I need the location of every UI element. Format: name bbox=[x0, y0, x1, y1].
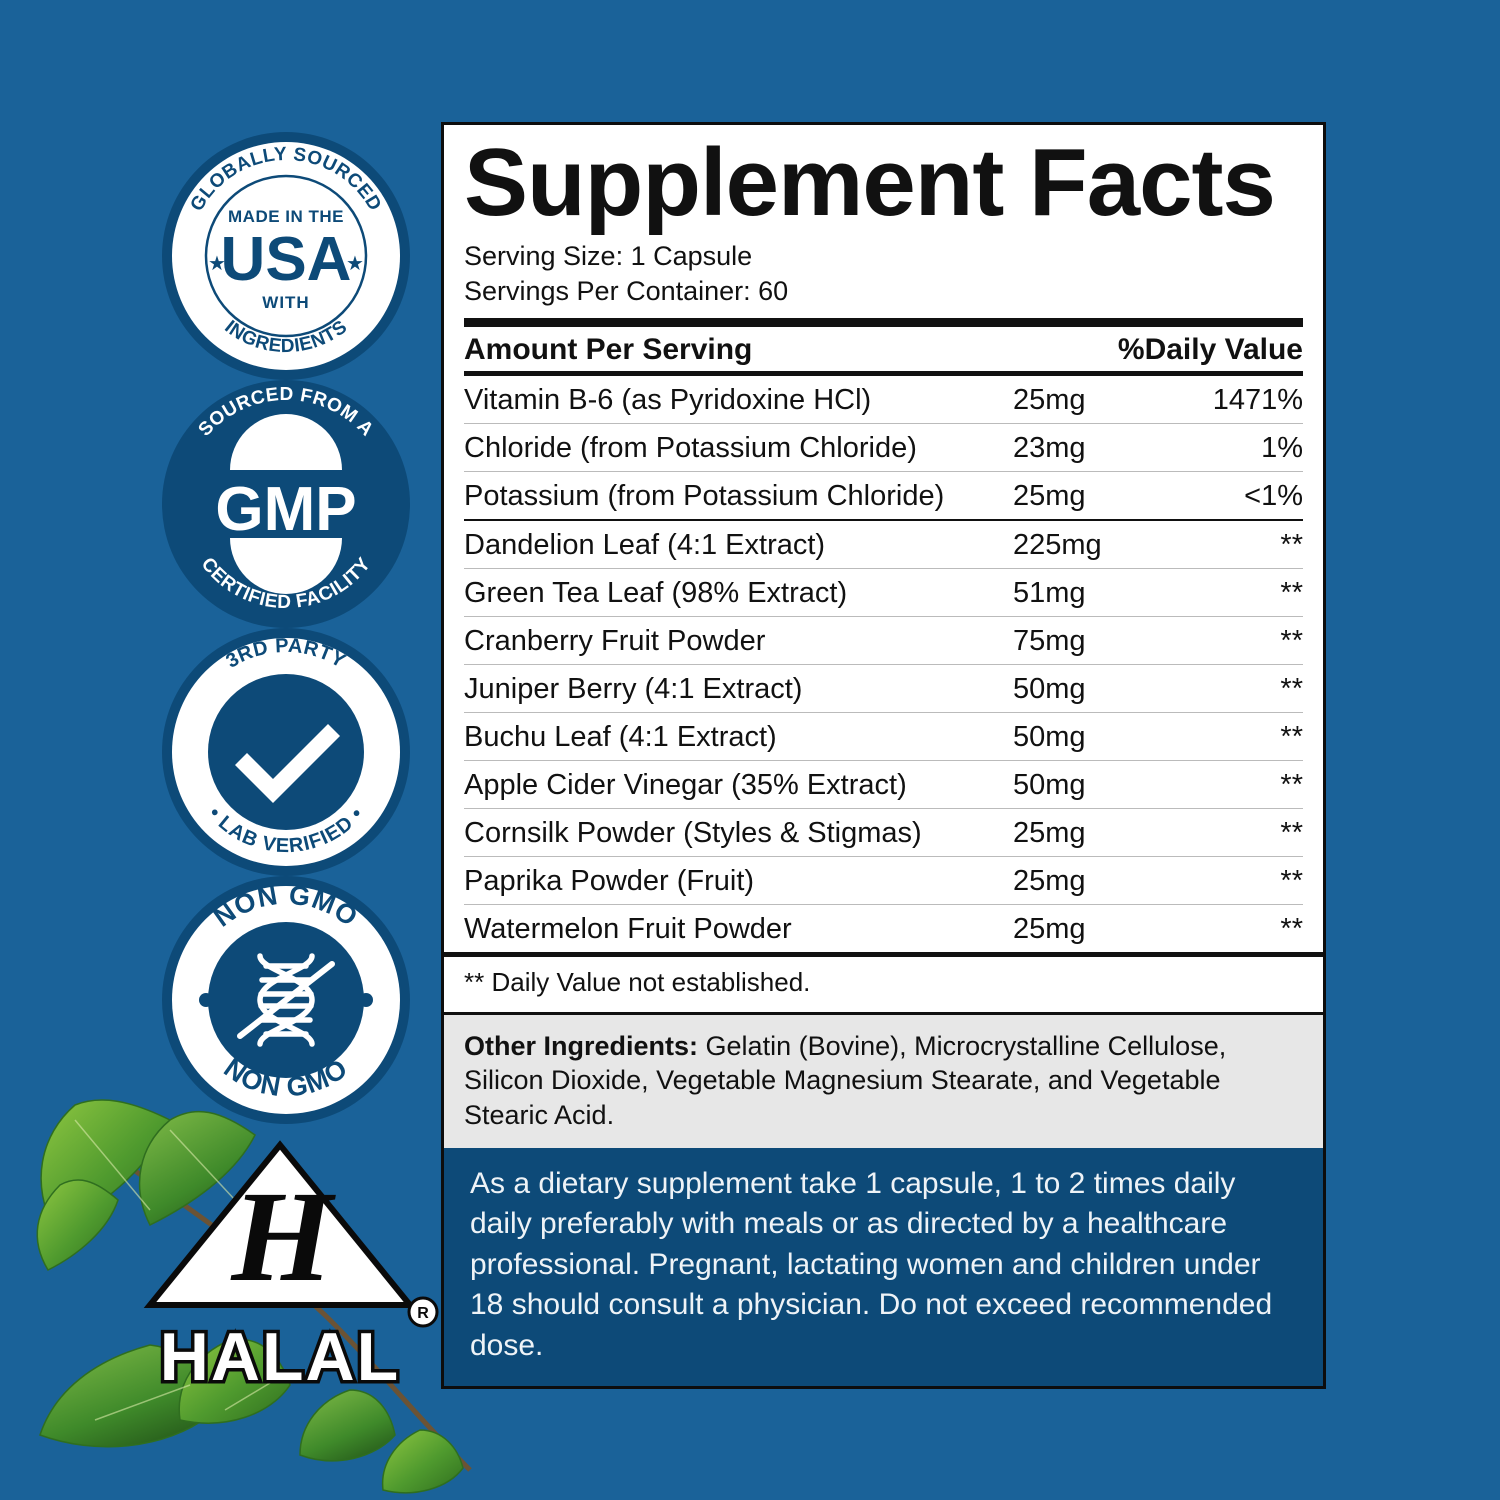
svg-text:HALAL: HALAL bbox=[160, 1319, 400, 1390]
svg-text:★: ★ bbox=[208, 253, 226, 275]
svg-text:GMP: GMP bbox=[215, 475, 356, 544]
svg-text:USA: USA bbox=[221, 225, 352, 294]
svg-text:H: H bbox=[230, 1165, 336, 1309]
svg-text:WITH: WITH bbox=[262, 293, 309, 312]
svg-text:★: ★ bbox=[346, 253, 364, 275]
svg-text:R: R bbox=[417, 1305, 429, 1322]
svg-text:MADE IN THE: MADE IN THE bbox=[228, 207, 344, 226]
